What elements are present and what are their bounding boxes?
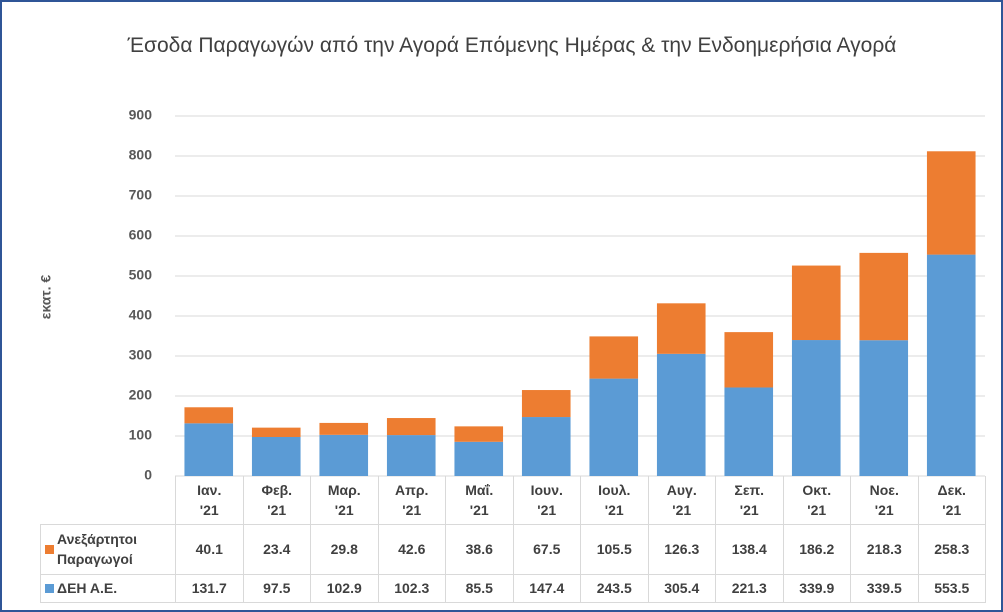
series-row: ΔΕΗ Α.Ε. 131.7 97.5 102.9 102.3 85.5 147.4 243.…	[40, 573, 986, 603]
bar-segment	[656, 303, 706, 354]
value-label: 67.5	[512, 523, 581, 575]
bar-segment	[251, 427, 301, 437]
value-label: 126.3	[647, 523, 716, 575]
bar-segment	[926, 254, 976, 476]
corner-cell	[40, 476, 176, 525]
bar-segment	[386, 435, 436, 476]
value-label: 42.6	[377, 523, 446, 575]
bar-segment	[319, 434, 369, 476]
bar-segment	[589, 336, 639, 379]
value-label: 553.5	[917, 573, 986, 603]
x-tick-label: Ιουν. '21	[512, 476, 581, 525]
bar-segment	[319, 422, 369, 435]
bar-segment	[251, 437, 301, 476]
y-tick-label: 100	[129, 427, 153, 443]
category-row: Ιαν. '21 Φεβ. '21 Μαρ. '21 Απρ. '21 Μαΐ. '21…	[40, 476, 986, 525]
x-tick-label: Δεκ. '21	[917, 476, 986, 525]
legend-label: ΔΕΗ Α.Ε.	[57, 580, 118, 596]
value-label: 85.5	[445, 573, 514, 603]
bar-segment	[724, 332, 774, 388]
value-label: 29.8	[310, 523, 379, 575]
bar-segment	[589, 378, 639, 476]
value-label: 105.5	[580, 523, 649, 575]
x-tick-label: Σεπ. '21	[715, 476, 784, 525]
y-tick-label: 600	[129, 227, 153, 243]
legend-label: Ανεξάρτητοι Παραγωγοί	[57, 531, 138, 567]
bar-segment	[859, 340, 909, 476]
bar-segment	[791, 340, 841, 476]
x-tick-label: Φεβ. '21	[242, 476, 311, 525]
legend-swatch	[45, 544, 54, 554]
legend-cell: ΔΕΗ Α.Ε.	[40, 573, 176, 603]
bar-segment	[859, 252, 909, 341]
y-tick-label: 900	[129, 107, 153, 123]
legend-swatch	[45, 583, 54, 593]
value-label: 102.3	[377, 573, 446, 603]
bar-segment	[454, 426, 504, 442]
x-tick-label: Μαΐ. '21	[445, 476, 514, 525]
data-table: Ιαν. '21 Φεβ. '21 Μαρ. '21 Απρ. '21 Μαΐ. '21…	[40, 476, 986, 603]
y-tick-label: 400	[129, 307, 153, 323]
x-tick-label: Απρ. '21	[377, 476, 446, 525]
y-tick-label: 200	[129, 387, 153, 403]
bar-segment	[184, 407, 234, 424]
y-tick-label: 0	[144, 467, 152, 483]
value-label: 40.1	[175, 523, 244, 575]
value-label: 218.3	[850, 523, 919, 575]
bar-segment	[926, 151, 976, 255]
bar-segment	[521, 417, 571, 476]
y-axis-label: εκατ. €	[38, 275, 54, 320]
value-label: 97.5	[242, 573, 311, 603]
value-label: 221.3	[715, 573, 784, 603]
y-tick-label: 800	[129, 147, 153, 163]
x-tick-label: Ιουλ. '21	[580, 476, 649, 525]
bar-segment	[791, 265, 841, 341]
y-tick-label: 300	[129, 347, 153, 363]
value-label: 147.4	[512, 573, 581, 603]
value-label: 138.4	[715, 523, 784, 575]
value-label: 258.3	[917, 523, 986, 575]
value-label: 339.5	[850, 573, 919, 603]
value-label: 23.4	[242, 523, 311, 575]
x-tick-label: Ιαν. '21	[175, 476, 244, 525]
value-label: 38.6	[445, 523, 514, 575]
y-tick-label: 700	[129, 187, 153, 203]
x-tick-label: Νοε. '21	[850, 476, 919, 525]
x-tick-label: Οκτ. '21	[782, 476, 851, 525]
bar-segment	[184, 423, 234, 476]
y-tick-label: 500	[129, 267, 153, 283]
legend-cell: Ανεξάρτητοι Παραγωγοί	[40, 523, 176, 575]
series-row: Ανεξάρτητοι Παραγωγοί 40.1 23.4 29.8 42.6 38.…	[40, 523, 986, 575]
bar-segment	[521, 390, 571, 418]
value-label: 305.4	[647, 573, 716, 603]
x-tick-label: Αυγ. '21	[647, 476, 716, 525]
value-label: 186.2	[782, 523, 851, 575]
value-label: 339.9	[782, 573, 851, 603]
bar-segment	[724, 387, 774, 476]
value-label: 243.5	[580, 573, 649, 603]
bar-segment	[386, 418, 436, 436]
chart-title: Έσοδα Παραγωγών από την Αγορά Επόμενης Η…	[127, 34, 897, 57]
bar-segment	[454, 441, 504, 476]
value-label: 131.7	[175, 573, 244, 603]
x-tick-label: Μαρ. '21	[310, 476, 379, 525]
bar-segment	[656, 353, 706, 476]
value-label: 102.9	[310, 573, 379, 603]
